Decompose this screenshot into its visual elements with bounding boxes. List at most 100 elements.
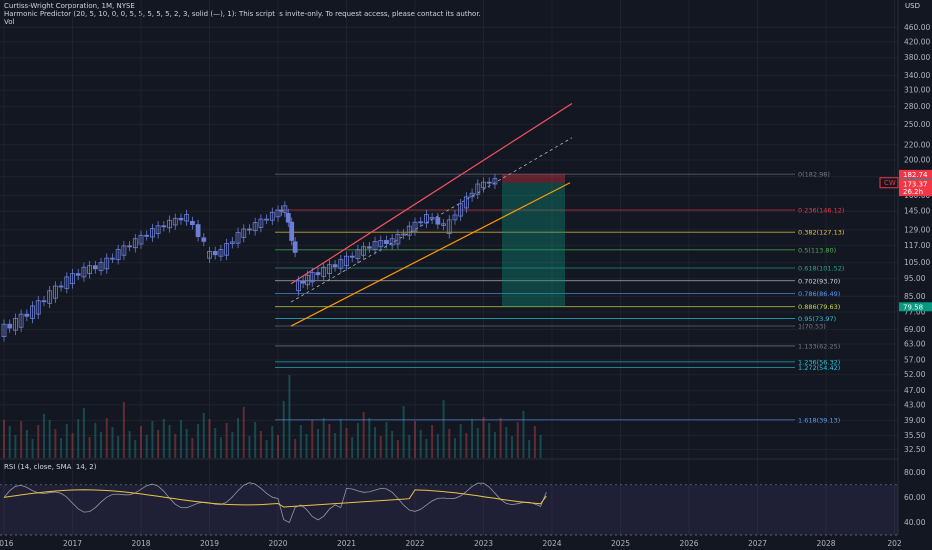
volume-bar <box>151 421 154 458</box>
candle-body <box>469 192 475 198</box>
candle-body <box>235 231 241 244</box>
volume-bar <box>25 430 28 458</box>
candle-body <box>150 228 155 238</box>
fib-retracement[interactable]: 0(182.98) 0.236(146.12) 0.382(127.13) 0.5(1… <box>275 171 844 425</box>
volume-bar <box>345 428 348 458</box>
volume-bar <box>48 420 51 458</box>
trend-channel[interactable] <box>290 103 573 327</box>
volume-bar <box>162 419 165 458</box>
volume-bar <box>37 425 40 458</box>
volume-bar <box>254 422 257 458</box>
symbol-badge-label: CW <box>884 179 896 187</box>
volume-bar <box>179 420 182 458</box>
volume-bar <box>20 421 23 458</box>
candle-body <box>378 240 384 248</box>
price-tick: 460.00 <box>904 23 930 32</box>
candle-body <box>279 209 284 212</box>
volume-bar <box>322 418 325 458</box>
candle-body <box>7 323 13 329</box>
rsi-pane <box>0 482 898 536</box>
candle-body <box>384 240 389 244</box>
price-tick: 69.00 <box>904 325 926 334</box>
stop-zone <box>502 174 565 183</box>
volume-bar <box>356 423 359 458</box>
candles <box>1 173 498 342</box>
volume-bar <box>77 419 80 458</box>
channel-upper-line <box>290 103 573 285</box>
price-axis[interactable]: 460.00 420.00 380.00 340.00 310.00 280.00 250.… <box>904 23 930 527</box>
candle-body <box>486 181 492 184</box>
fib-level-label: 0.786(86.49) <box>798 290 840 298</box>
time-tick: 2019 <box>200 539 219 548</box>
volume-bar <box>105 418 108 458</box>
price-tick: 145.00 <box>904 207 930 216</box>
candle-body <box>58 285 64 288</box>
volume-bar <box>288 375 291 458</box>
fib-level-label: 0.382(127.13) <box>798 229 844 237</box>
volume-bar <box>522 411 525 458</box>
fib-level-label: 0.702(93.70) <box>798 277 840 285</box>
candle-body <box>435 217 441 225</box>
candle-body <box>289 221 295 241</box>
candle-body <box>424 214 429 224</box>
time-axis[interactable]: 2016 2017 2018 2019 2020 2021 2022 2023 2024 2025… <box>0 539 902 548</box>
price-tick: 32.50 <box>904 445 926 454</box>
volume-bar <box>214 428 217 458</box>
rsi-legend[interactable]: RSI (14, close, SMA, 14, 2) <box>4 463 97 471</box>
volume-bar <box>448 429 451 458</box>
candle-body <box>70 273 75 285</box>
volume-bar <box>82 408 85 458</box>
candle-body <box>218 249 224 257</box>
candle-body <box>64 276 70 289</box>
volume-bar <box>94 423 97 458</box>
volume-bar <box>122 402 125 458</box>
volume-bar <box>339 419 342 458</box>
candle-body <box>241 228 247 238</box>
price-tick: 340.00 <box>904 71 930 80</box>
volume-bar <box>128 431 131 458</box>
price-badge <box>899 302 932 312</box>
candle-body <box>292 241 298 253</box>
price-badge-label: 173.37 <box>903 181 928 189</box>
volume-bar <box>3 420 5 458</box>
volume-bar <box>465 433 468 458</box>
price-tick: 117.00 <box>904 241 930 250</box>
fib-level-label: 0.95(73.97) <box>798 315 836 323</box>
candle-body <box>275 209 281 218</box>
volume-bar <box>174 434 177 458</box>
volume-bar <box>231 432 234 458</box>
volume-bar <box>408 435 411 458</box>
candle-body <box>452 214 458 221</box>
fib-level-label: 0.886(79.63) <box>798 303 840 311</box>
fib-level-label: 1.236(56.32) <box>798 358 840 366</box>
price-badge <box>899 169 932 179</box>
candle-body <box>446 219 452 234</box>
volume-bar <box>305 434 308 458</box>
volume-bar <box>442 400 445 458</box>
grid <box>0 0 899 535</box>
volume-title[interactable]: Vol <box>4 18 15 26</box>
volume-bar <box>65 424 68 458</box>
volume-bar <box>471 419 474 458</box>
volume-bar <box>140 426 142 458</box>
price-tick: 420.00 <box>904 37 930 46</box>
volume-bar <box>505 427 508 458</box>
volume-bar <box>88 437 91 458</box>
time-tick: 2028 <box>816 539 835 548</box>
volume-bar <box>516 422 519 458</box>
price-tick: 129.00 <box>904 225 930 234</box>
price-tick: 310.00 <box>904 86 930 95</box>
price-tick: 250.00 <box>904 120 930 129</box>
symbol-title[interactable]: Curtiss-Wright Corporation, 1M, NYSE <box>4 2 135 10</box>
volume-bar <box>453 438 456 458</box>
candle-body <box>138 234 144 245</box>
candle-body <box>81 266 87 278</box>
indicator-title[interactable]: Harmonic Predictor (20, 5, 10, 0, 0, 5, … <box>4 10 481 18</box>
volume-bar <box>385 422 388 458</box>
candle-body <box>201 237 207 242</box>
volume-bar <box>277 435 279 458</box>
volume-bar <box>476 428 479 458</box>
candle-body <box>338 259 344 269</box>
candle-body <box>458 203 464 217</box>
